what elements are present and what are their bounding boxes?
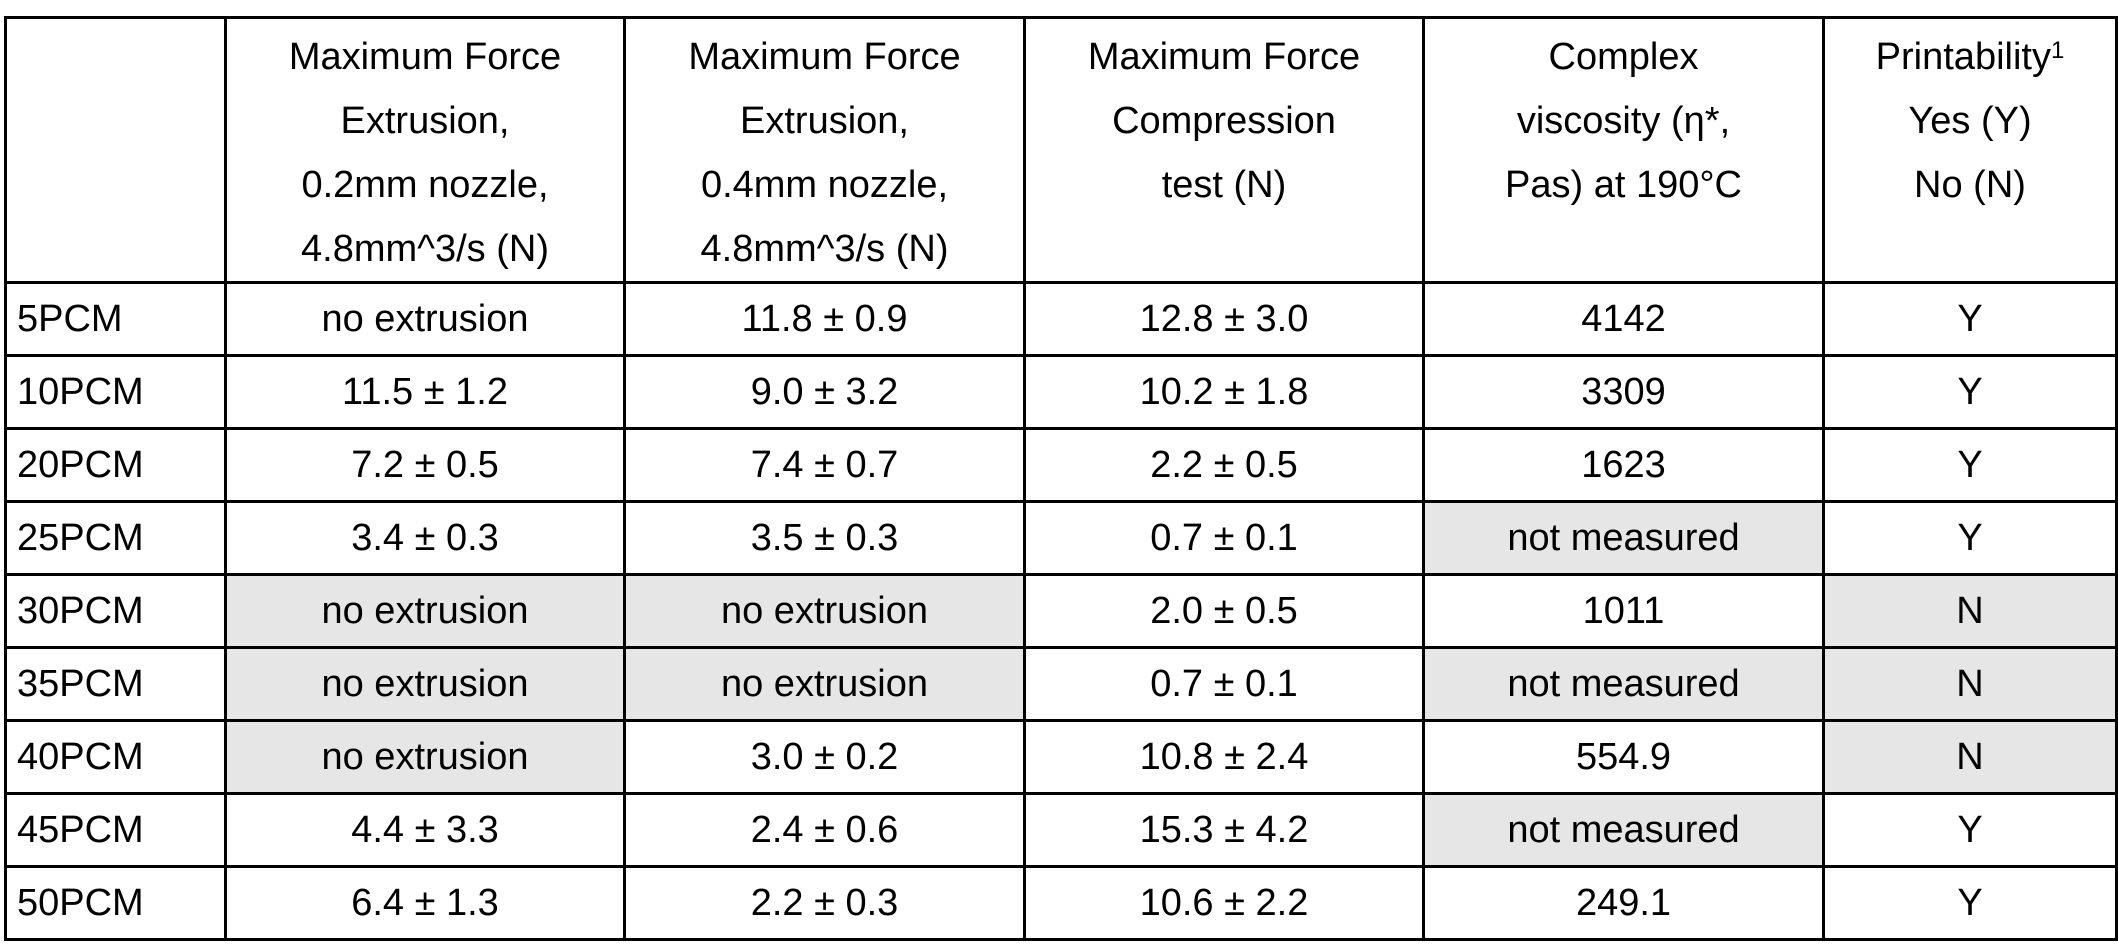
table-cell: 4142 <box>1422 281 1825 357</box>
row-label: 45PCM <box>4 792 227 868</box>
header-cell: Maximum Force Extrusion, 0.2mm nozzle, 4.8m… <box>224 16 626 284</box>
table-cell: 2.0 ± 0.5 <box>1023 573 1425 649</box>
header-line: Extrusion, <box>740 100 909 142</box>
table-cell: 2.2 ± 0.5 <box>1023 427 1425 503</box>
row-label: 20PCM <box>4 427 227 503</box>
header-line: 4.8mm^3/s (N) <box>700 228 949 270</box>
table-cell: not measured <box>1422 646 1825 722</box>
header-line: No (N) <box>1914 164 2026 206</box>
table-row: 40PCM no extrusion 3.0 ± 0.2 10.8 ± 2.4 554.… <box>4 719 2118 795</box>
table-cell: 0.7 ± 0.1 <box>1023 500 1425 576</box>
header-cell: Maximum Force Compression test (N) <box>1023 16 1425 284</box>
table-cell: 1623 <box>1422 427 1825 503</box>
table-row: 20PCM 7.2 ± 0.5 7.4 ± 0.7 2.2 ± 0.5 1623 Y <box>4 427 2118 503</box>
table-cell: not measured <box>1422 500 1825 576</box>
table-cell: 11.8 ± 0.9 <box>623 281 1026 357</box>
header-line: test (N) <box>1161 164 1287 206</box>
footnote-marker: 1 <box>2050 37 2065 64</box>
table-cell: no extrusion <box>224 719 626 795</box>
table-cell: 2.2 ± 0.3 <box>623 865 1026 941</box>
table-cell: Y <box>1822 500 2118 576</box>
table-row: 45PCM 4.4 ± 3.3 2.4 ± 0.6 15.3 ± 4.2 not mea… <box>4 792 2118 868</box>
header-line: Maximum Force <box>688 36 961 78</box>
header-cell: Maximum Force Extrusion, 0.4mm nozzle, 4.8m… <box>623 16 1026 284</box>
table-cell: no extrusion <box>623 573 1026 649</box>
table-cell: Y <box>1822 792 2118 868</box>
row-label: 40PCM <box>4 719 227 795</box>
table-cell: 10.6 ± 2.2 <box>1023 865 1425 941</box>
header-line: Maximum Force <box>288 36 562 78</box>
table-cell: Y <box>1822 865 2118 941</box>
table-cell: 15.3 ± 4.2 <box>1023 792 1425 868</box>
table-row: 35PCM no extrusion no extrusion 0.7 ± 0.1 no… <box>4 646 2118 722</box>
table-body: 5PCM no extrusion 11.8 ± 0.9 12.8 ± 3.0 4142… <box>4 281 2118 941</box>
table-cell: no extrusion <box>224 573 626 649</box>
table-cell: 3.5 ± 0.3 <box>623 500 1026 576</box>
header-line: 0.2mm nozzle, <box>301 164 549 206</box>
header-line: Maximum Force <box>1087 36 1361 78</box>
header-cell: Complex viscosity (η*, Pas) at 190°C <box>1422 16 1825 284</box>
header-cell <box>4 16 227 284</box>
table-cell: 11.5 ± 1.2 <box>224 354 626 430</box>
table-cell: 3.4 ± 0.3 <box>224 500 626 576</box>
page: Maximum Force Extrusion, 0.2mm nozzle, 4.8m… <box>4 16 2118 941</box>
header-line: 4.8mm^3/s (N) <box>301 228 549 270</box>
table-cell: 554.9 <box>1422 719 1825 795</box>
table-cell: Y <box>1822 354 2118 430</box>
table-cell: 249.1 <box>1422 865 1825 941</box>
table-row: 25PCM 3.4 ± 0.3 3.5 ± 0.3 0.7 ± 0.1 not meas… <box>4 500 2118 576</box>
table-cell: 10.8 ± 2.4 <box>1023 719 1425 795</box>
table-cell: Y <box>1822 281 2118 357</box>
table-cell: Y <box>1822 427 2118 503</box>
table-cell: 12.8 ± 3.0 <box>1023 281 1425 357</box>
header-line: Compression <box>1112 100 1336 142</box>
row-label: 10PCM <box>4 354 227 430</box>
table-cell: not measured <box>1422 792 1825 868</box>
row-label: 35PCM <box>4 646 227 722</box>
table-cell: 3309 <box>1422 354 1825 430</box>
table-row: 5PCM no extrusion 11.8 ± 0.9 12.8 ± 3.0 4142… <box>4 281 2118 357</box>
table-row: 50PCM 6.4 ± 1.3 2.2 ± 0.3 10.6 ± 2.2 249.1 Y <box>4 865 2118 941</box>
table-cell: no extrusion <box>224 646 626 722</box>
table-cell: 6.4 ± 1.3 <box>224 865 626 941</box>
header-line: 0.4mm nozzle, <box>700 164 949 206</box>
row-label: 30PCM <box>4 573 227 649</box>
table-cell: 7.2 ± 0.5 <box>224 427 626 503</box>
row-label: 25PCM <box>4 500 227 576</box>
table-cell: 2.4 ± 0.6 <box>623 792 1026 868</box>
table-row: 30PCM no extrusion no extrusion 2.0 ± 0.5 10… <box>4 573 2118 649</box>
header-line: Yes (Y) <box>1908 100 2032 142</box>
header-row: Maximum Force Extrusion, 0.2mm nozzle, 4.8m… <box>4 16 2118 284</box>
header-line: Pas) at 190°C <box>1505 164 1742 206</box>
table-cell: no extrusion <box>224 281 626 357</box>
table-cell: 1011 <box>1422 573 1825 649</box>
row-label: 50PCM <box>4 865 227 941</box>
row-label: 5PCM <box>4 281 227 357</box>
table-cell: 3.0 ± 0.2 <box>623 719 1026 795</box>
header-line: Printability1 <box>1875 36 2065 78</box>
table-cell: 7.4 ± 0.7 <box>623 427 1026 503</box>
table-cell: 0.7 ± 0.1 <box>1023 646 1425 722</box>
table-cell: no extrusion <box>623 646 1026 722</box>
table-cell: N <box>1822 646 2118 722</box>
header-line: Complex <box>1548 36 1699 78</box>
header-cell: Printability1 Yes (Y) No (N) <box>1822 16 2118 284</box>
header-line: viscosity (η*, <box>1516 100 1731 142</box>
header-line: Extrusion, <box>340 100 510 142</box>
table-cell: 9.0 ± 3.2 <box>623 354 1026 430</box>
data-table: Maximum Force Extrusion, 0.2mm nozzle, 4.8m… <box>4 16 2118 941</box>
table-cell: 10.2 ± 1.8 <box>1023 354 1425 430</box>
table-row: 10PCM 11.5 ± 1.2 9.0 ± 3.2 10.2 ± 1.8 3309 Y <box>4 354 2118 430</box>
table-cell: N <box>1822 573 2118 649</box>
table-cell: 4.4 ± 3.3 <box>224 792 626 868</box>
table-cell: N <box>1822 719 2118 795</box>
